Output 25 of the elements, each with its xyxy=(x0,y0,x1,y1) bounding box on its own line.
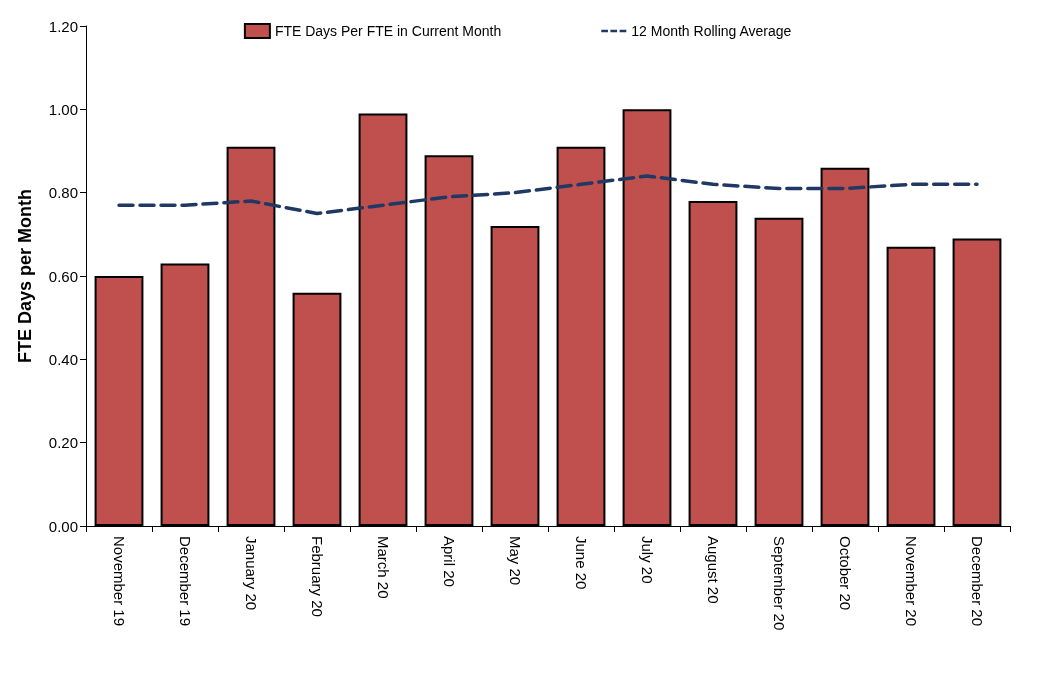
x-tick-label: June 20 xyxy=(572,536,590,590)
x-tick-label: May 20 xyxy=(506,536,524,586)
x-tick-label: December 19 xyxy=(176,536,194,627)
y-tick-label: 1.00 xyxy=(48,100,78,118)
x-tick-label: January 20 xyxy=(242,536,260,611)
y-tick-label: 0.00 xyxy=(48,517,78,535)
x-tick-label: April 20 xyxy=(440,536,458,587)
x-tick-label: August 20 xyxy=(704,536,722,604)
x-tick-label: December 20 xyxy=(968,536,986,627)
y-tick-label: 1.20 xyxy=(48,17,78,35)
y-tick-label: 0.40 xyxy=(48,350,78,368)
x-tick-label: February 20 xyxy=(308,536,326,617)
line-series xyxy=(117,174,979,216)
x-tick-label: November 20 xyxy=(902,536,920,627)
y-tick-label: 0.20 xyxy=(48,434,78,452)
x-tick-label: November 19 xyxy=(110,536,128,627)
x-tick-label: October 20 xyxy=(836,536,854,611)
y-axis-title: FTE Days per Month xyxy=(15,188,35,364)
x-tick-label: July 20 xyxy=(638,536,656,584)
y-tick-label: 0.80 xyxy=(48,184,78,202)
legend-label: FTE Days Per FTE in Current Month xyxy=(274,23,502,39)
x-tick-label: March 20 xyxy=(374,536,392,599)
legend-label: 12 Month Rolling Average xyxy=(631,23,792,39)
x-tick-label: September 20 xyxy=(770,536,788,631)
y-tick-label: 0.60 xyxy=(48,267,78,285)
